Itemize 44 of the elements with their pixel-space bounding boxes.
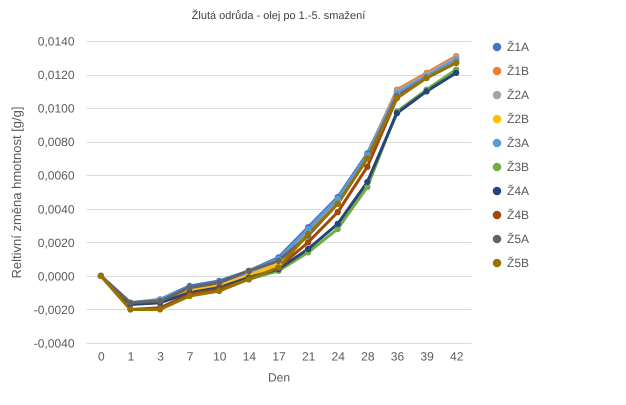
point bbox=[304, 246, 312, 252]
x-tick-label: 14 bbox=[242, 350, 256, 364]
legend-label: Ž1A bbox=[507, 40, 530, 54]
legend-label: Ž5B bbox=[507, 256, 530, 270]
legend-label: Ž4A bbox=[507, 184, 530, 198]
y-tick-label: 0,0000 bbox=[38, 269, 75, 284]
point bbox=[304, 239, 312, 246]
x-tick-label: 36 bbox=[390, 350, 404, 364]
y-tick-label: 0,0020 bbox=[38, 236, 75, 250]
legend-label: Ž2A bbox=[507, 88, 530, 102]
y-tick-label: 0,0120 bbox=[38, 68, 75, 82]
x-tick-label: 28 bbox=[361, 350, 375, 364]
point bbox=[364, 184, 371, 190]
x-tick-label: 39 bbox=[420, 350, 434, 364]
y-tick-label: 0,0040 bbox=[38, 202, 75, 216]
legend-label: Ž3A bbox=[507, 136, 530, 150]
y-axis-title: Reltivní změna hmotnost [g/g] bbox=[8, 106, 24, 278]
legend-label: Ž5A bbox=[507, 232, 530, 246]
point bbox=[453, 70, 460, 76]
x-tick-label: 42 bbox=[450, 350, 464, 364]
x-tick-label: 17 bbox=[272, 350, 286, 364]
point bbox=[334, 208, 341, 216]
y-tick-label: 0,0100 bbox=[38, 102, 75, 116]
legend-label: Ž1B bbox=[507, 64, 530, 78]
x-axis-title: Den bbox=[268, 370, 290, 384]
y-tick-label: 0,0080 bbox=[38, 135, 75, 150]
point bbox=[364, 178, 371, 186]
y-tick-label: 0,0140 bbox=[38, 34, 75, 48]
x-tick-label: 7 bbox=[186, 350, 194, 364]
x-tick-label: 0 bbox=[98, 350, 105, 364]
y-tick-label: -0,0040 bbox=[34, 336, 75, 350]
legend-label: Ž4B bbox=[507, 208, 530, 222]
legend-label: Ž2B bbox=[507, 112, 530, 126]
y-tick-label: -0,0020 bbox=[34, 302, 75, 317]
point bbox=[334, 220, 341, 228]
x-tick-label: 10 bbox=[213, 350, 227, 364]
x-tick-label: 1 bbox=[128, 350, 135, 364]
legend-label: Ž3B bbox=[507, 160, 530, 174]
x-tick-label: 24 bbox=[332, 350, 346, 364]
y-tick-label: 0,0060 bbox=[38, 168, 75, 183]
point bbox=[364, 164, 371, 170]
x-tick-label: 3 bbox=[157, 350, 164, 364]
x-tick-label: 21 bbox=[302, 350, 316, 364]
chart-title: Žlutá odrůda - olej po 1.-5. smažení bbox=[192, 9, 366, 22]
